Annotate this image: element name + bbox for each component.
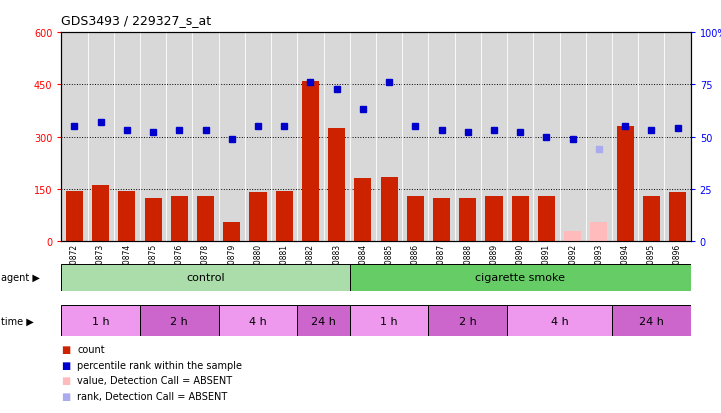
Bar bbox=[407, 197, 424, 242]
Bar bbox=[616, 127, 634, 242]
Bar bbox=[66, 191, 83, 242]
Bar bbox=[224, 223, 240, 242]
Bar bbox=[590, 223, 608, 242]
Bar bbox=[302, 82, 319, 242]
Bar bbox=[669, 193, 686, 242]
Bar bbox=[350, 264, 691, 291]
Text: value, Detection Call = ABSENT: value, Detection Call = ABSENT bbox=[77, 375, 232, 385]
Text: ■: ■ bbox=[61, 375, 71, 385]
Bar bbox=[507, 306, 612, 337]
Bar bbox=[218, 306, 297, 337]
Bar bbox=[249, 193, 267, 242]
Bar bbox=[92, 186, 109, 242]
Bar bbox=[140, 306, 218, 337]
Bar bbox=[61, 306, 140, 337]
Text: count: count bbox=[77, 344, 105, 354]
Text: 1 h: 1 h bbox=[380, 316, 398, 326]
Bar bbox=[459, 198, 477, 242]
Bar bbox=[564, 231, 581, 242]
Text: rank, Detection Call = ABSENT: rank, Detection Call = ABSENT bbox=[77, 391, 227, 401]
Text: 24 h: 24 h bbox=[639, 316, 664, 326]
Text: 4 h: 4 h bbox=[249, 316, 267, 326]
Bar bbox=[171, 197, 188, 242]
Bar bbox=[275, 191, 293, 242]
Text: 4 h: 4 h bbox=[551, 316, 568, 326]
Text: cigarette smoke: cigarette smoke bbox=[475, 273, 565, 283]
Bar bbox=[485, 197, 503, 242]
Text: percentile rank within the sample: percentile rank within the sample bbox=[77, 360, 242, 370]
Bar bbox=[118, 191, 136, 242]
Text: time ▶: time ▶ bbox=[1, 316, 34, 326]
Bar bbox=[350, 306, 428, 337]
Text: 24 h: 24 h bbox=[311, 316, 336, 326]
Bar bbox=[428, 306, 507, 337]
Bar bbox=[328, 128, 345, 242]
Text: 2 h: 2 h bbox=[459, 316, 477, 326]
Bar bbox=[512, 197, 528, 242]
Bar bbox=[433, 198, 450, 242]
Text: 2 h: 2 h bbox=[170, 316, 188, 326]
Bar bbox=[61, 264, 350, 291]
Bar bbox=[197, 197, 214, 242]
Bar bbox=[381, 177, 398, 242]
Bar bbox=[354, 179, 371, 242]
Text: ■: ■ bbox=[61, 344, 71, 354]
Text: control: control bbox=[186, 273, 225, 283]
Bar bbox=[538, 197, 555, 242]
Text: ■: ■ bbox=[61, 360, 71, 370]
Bar bbox=[144, 198, 162, 242]
Text: GDS3493 / 229327_s_at: GDS3493 / 229327_s_at bbox=[61, 14, 211, 27]
Bar bbox=[643, 197, 660, 242]
Text: 1 h: 1 h bbox=[92, 316, 110, 326]
Bar bbox=[297, 306, 350, 337]
Text: ■: ■ bbox=[61, 391, 71, 401]
Text: agent ▶: agent ▶ bbox=[1, 273, 40, 283]
Bar bbox=[612, 306, 691, 337]
